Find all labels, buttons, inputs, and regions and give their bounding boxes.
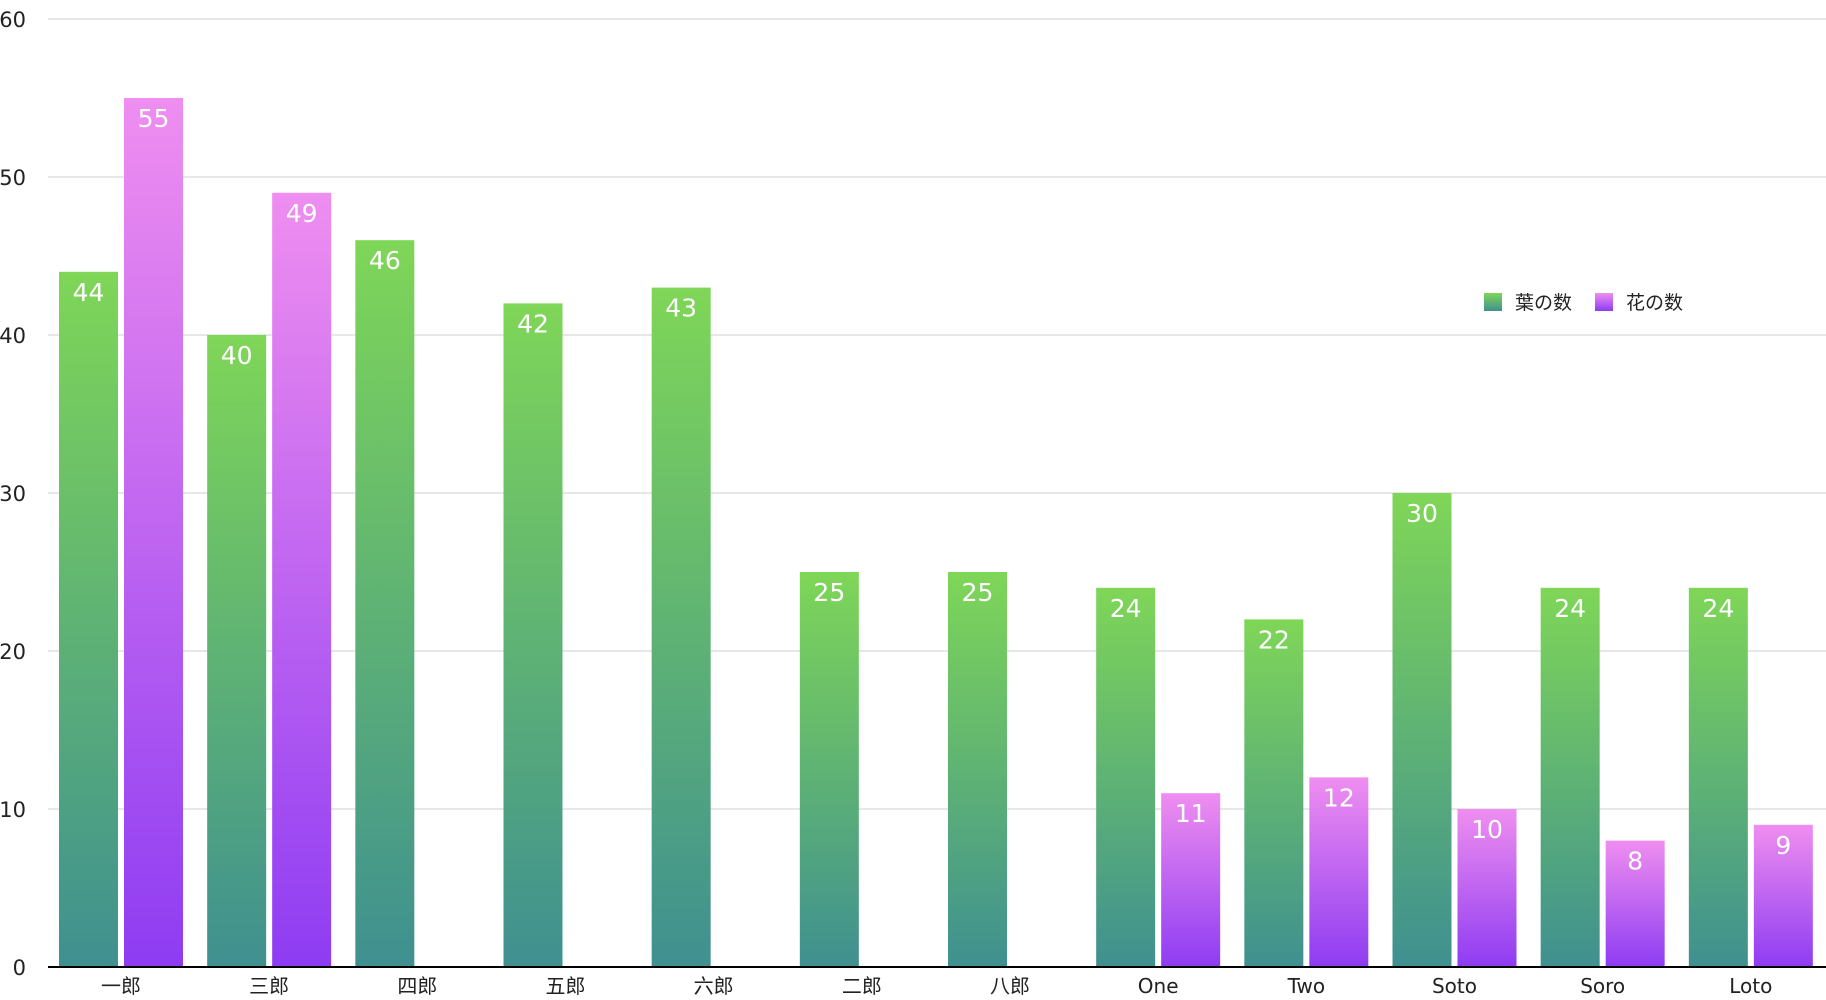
bar-value-label: 25: [962, 578, 994, 607]
x-axis-ticks: 一郎 三郎 四郎 五郎 六郎 二郎 八郎 One Two Soto Soro Loto: [101, 974, 1772, 998]
legend-label-leaves: 葉の数: [1515, 292, 1572, 314]
bar-value-label: 49: [286, 199, 318, 228]
x-tick-label: Soro: [1580, 974, 1625, 996]
x-tick-label: One: [1138, 974, 1179, 996]
bar: [1605, 840, 1665, 967]
bar-value-label: 24: [1554, 594, 1586, 623]
bar: [651, 287, 711, 968]
y-tick-label: 60: [0, 8, 26, 32]
y-axis-ticks: 0 10 20 30 40 50 60: [0, 8, 26, 980]
bar: [59, 271, 118, 967]
y-tick-label: 50: [0, 166, 26, 190]
bar: [1688, 587, 1748, 967]
bar-value-label: 8: [1627, 847, 1643, 876]
bar: [1540, 587, 1600, 967]
x-tick-label: Soto: [1432, 974, 1477, 996]
x-tick-label: 五郎: [546, 974, 586, 996]
bar: [1161, 793, 1221, 967]
x-tick-label: 一郎: [101, 974, 141, 996]
bar-value-label: 22: [1258, 625, 1290, 654]
bar-value-label: 25: [813, 578, 845, 607]
bar-value-label: 42: [517, 309, 549, 338]
bars: [59, 98, 1813, 968]
bar-value-label: 12: [1323, 783, 1355, 812]
y-tick-label: 0: [13, 956, 26, 980]
x-tick-label: Loto: [1729, 974, 1772, 996]
x-tick-label: 三郎: [249, 974, 289, 996]
bar-value-label: 55: [138, 104, 170, 133]
bar: [1244, 619, 1304, 967]
grid-lines: [48, 18, 1826, 810]
data-labels: 44 55 40 49 46 42 43 25 25 24 11 22 12 30 10 24 8 24 9: [73, 104, 1792, 876]
bar-value-label: 40: [221, 341, 253, 370]
legend-swatch-flowers: [1595, 293, 1613, 311]
y-tick-label: 40: [0, 324, 26, 348]
x-tick-label: Two: [1287, 974, 1326, 996]
bar-value-label: 10: [1471, 815, 1503, 844]
bar: [799, 572, 859, 967]
bar-value-label: 43: [665, 294, 697, 323]
bar-value-label: 24: [1110, 594, 1142, 623]
bar: [1392, 493, 1452, 967]
bar-value-label: 44: [73, 278, 105, 307]
bar: [355, 240, 415, 967]
x-tick-label: 四郎: [397, 974, 437, 996]
y-tick-label: 20: [0, 640, 26, 664]
bar: [1309, 777, 1369, 967]
x-tick-label: 八郎: [990, 974, 1030, 996]
bar: [1096, 587, 1156, 967]
bar-value-label: 11: [1175, 799, 1207, 828]
bar: [272, 192, 332, 968]
bar-value-label: 46: [369, 246, 401, 275]
bar-value-label: 9: [1775, 831, 1791, 860]
bar: [1457, 809, 1517, 967]
y-tick-label: 10: [0, 798, 26, 822]
y-tick-label: 30: [0, 482, 26, 506]
legend-swatch-leaves: [1484, 293, 1502, 311]
bar: [1753, 824, 1813, 967]
legend-label-flowers: 花の数: [1626, 292, 1683, 314]
legend: 葉の数 花の数: [1484, 292, 1683, 314]
x-tick-label: 六郎: [694, 974, 734, 996]
bar-value-label: 24: [1702, 594, 1734, 623]
bar: [503, 303, 563, 967]
bar-value-label: 30: [1406, 499, 1438, 528]
bar: [948, 572, 1007, 967]
x-tick-label: 二郎: [842, 974, 882, 996]
bar: [124, 98, 183, 967]
bar: [207, 335, 267, 967]
